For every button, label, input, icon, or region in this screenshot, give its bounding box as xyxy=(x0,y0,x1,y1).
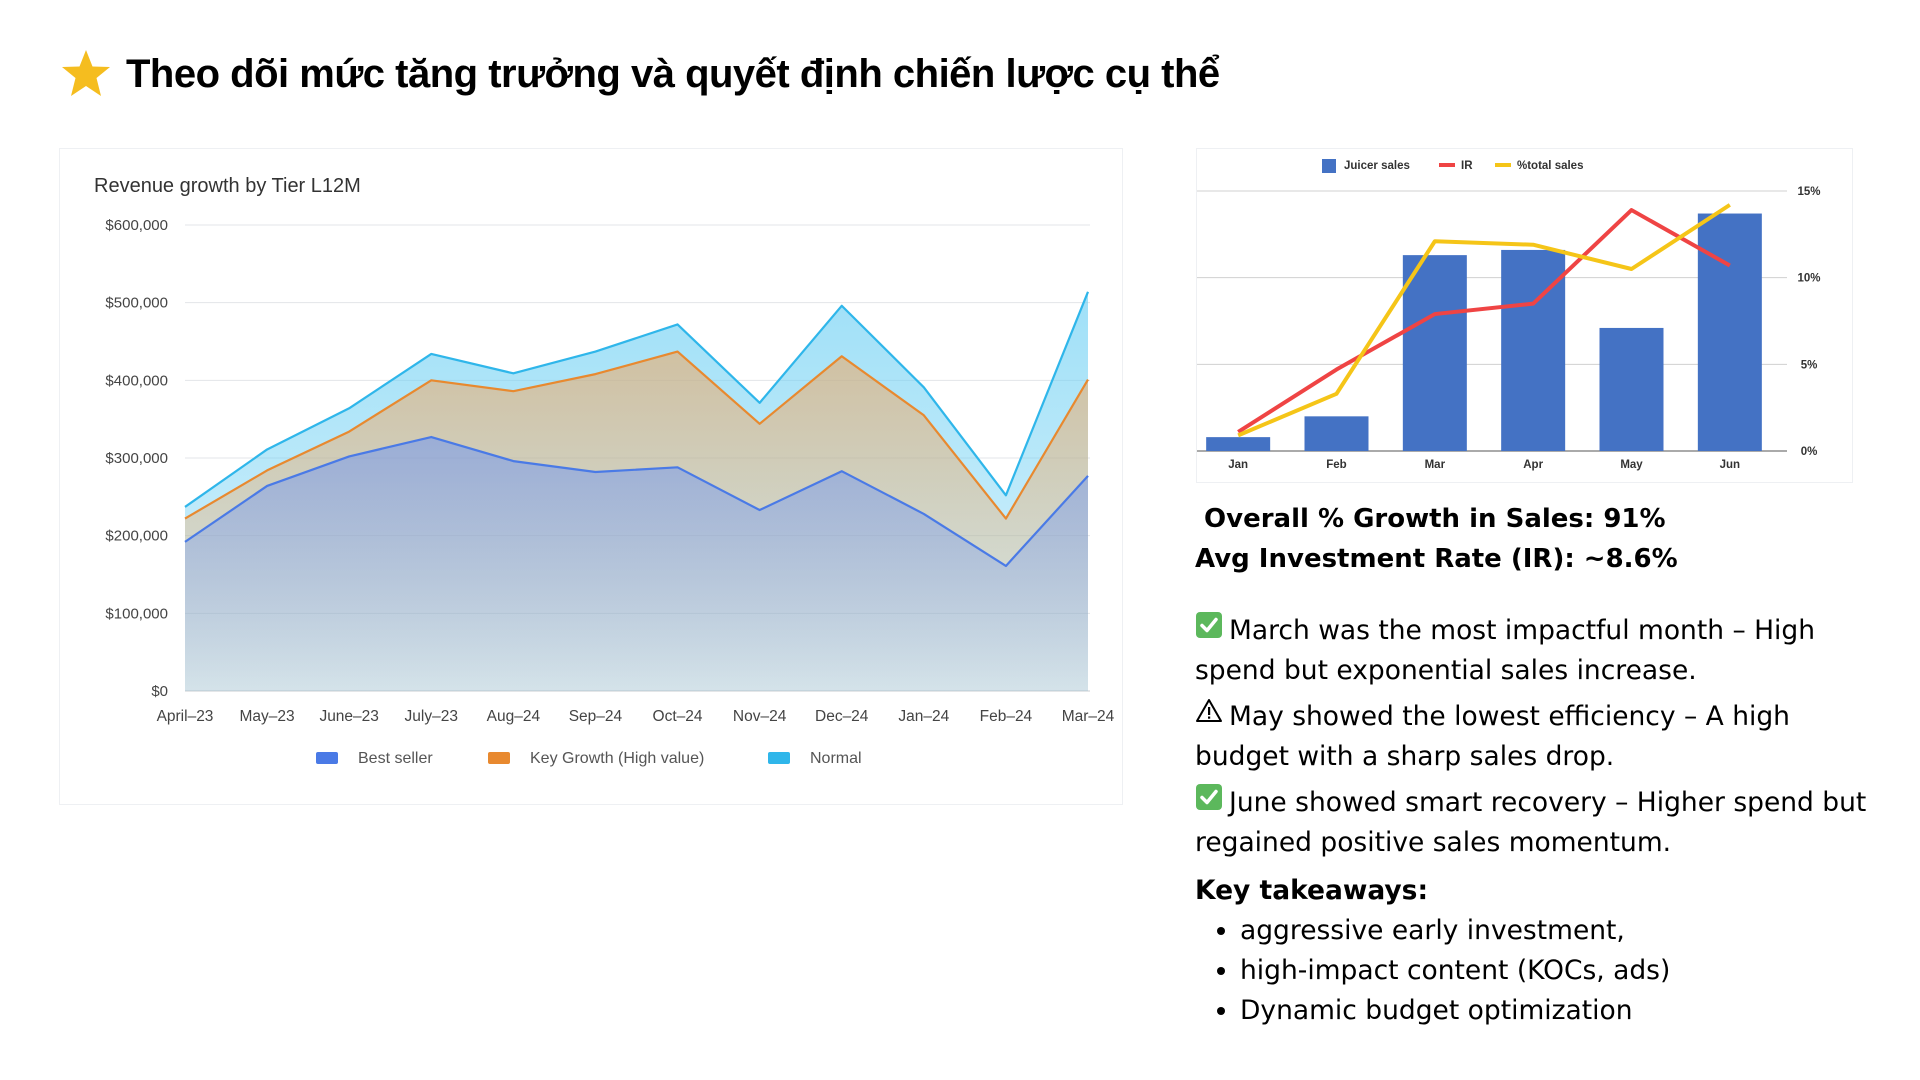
insight-item: June showed smart recovery – Higher spen… xyxy=(1195,777,1875,863)
warning-icon xyxy=(1196,699,1222,722)
series-line-1 xyxy=(184,350,1089,520)
legend-label: Best seller xyxy=(358,750,433,767)
insight-text: March was the most impactful month – Hig… xyxy=(1195,615,1816,686)
legend-swatch xyxy=(768,752,790,764)
x-tick-label: Dec–24 xyxy=(815,708,869,725)
legend-swatch xyxy=(1322,159,1336,173)
x-tick-label: April–23 xyxy=(157,708,214,725)
y-tick-label: $0 xyxy=(151,683,168,700)
legend-label: IR xyxy=(1461,160,1473,172)
star-icon xyxy=(62,50,110,96)
y2-tick-label: 10% xyxy=(1797,273,1820,285)
takeaways-list: aggressive early investment, high-impact… xyxy=(1195,911,1670,1031)
legend-swatch xyxy=(488,752,510,764)
line-1 xyxy=(1237,208,1731,434)
x-tick-label: Oct–24 xyxy=(653,708,703,725)
legend-swatch xyxy=(316,752,338,764)
x-tick-label: May–23 xyxy=(240,708,295,725)
stats-block: Overall % Growth in Sales: 91% Avg Inves… xyxy=(1195,499,1678,579)
takeaways-heading: Key takeaways: xyxy=(1195,875,1429,906)
legend-label: %total sales xyxy=(1517,160,1583,172)
line-2 xyxy=(1237,203,1731,438)
insights-list: March was the most impactful month – Hig… xyxy=(1195,605,1875,863)
insight-text: May showed the lowest efficiency – A hig… xyxy=(1195,701,1790,772)
chart-title: Revenue growth by Tier L12M xyxy=(94,175,361,197)
bar-juicer-sales xyxy=(1402,255,1467,451)
x-tick-label: Mar xyxy=(1425,459,1446,471)
y2-tick-label: 15% xyxy=(1797,186,1820,198)
y-tick-label: $200,000 xyxy=(105,528,168,545)
x-tick-label: Mar–24 xyxy=(1062,708,1115,725)
x-tick-label: Feb xyxy=(1326,459,1346,471)
series-line-2 xyxy=(184,291,1090,508)
juicer-combo-chart: 0% 5% 10% 15% Jan Feb Mar Apr May Jun Juicer sales… xyxy=(1197,159,1821,471)
x-tick-label: June–23 xyxy=(319,708,378,725)
x-tick-label: Sep–24 xyxy=(569,708,623,725)
legend-label: Key Growth (High value) xyxy=(530,750,704,767)
takeaway-item: high-impact content (KOCs, ads) xyxy=(1240,951,1670,991)
x-tick-label: Feb–24 xyxy=(980,708,1033,725)
bar-juicer-sales xyxy=(1599,327,1664,451)
x-tick-label: Apr xyxy=(1523,459,1543,471)
insight-item: May showed the lowest efficiency – A hig… xyxy=(1195,691,1875,777)
y-tick-label: $300,000 xyxy=(105,450,168,467)
legend-label: Normal xyxy=(810,750,862,767)
x-tick-label: May xyxy=(1620,459,1643,471)
y-tick-label: $500,000 xyxy=(105,295,168,312)
bar-juicer-sales xyxy=(1304,416,1369,451)
x-tick-label: Jun xyxy=(1720,459,1740,471)
x-tick-label: Nov–24 xyxy=(733,708,787,725)
check-mark-icon xyxy=(1196,612,1222,638)
check-mark-icon xyxy=(1196,784,1222,810)
y-tick-label: $400,000 xyxy=(105,372,168,389)
takeaways-block: Key takeaways: aggressive early investme… xyxy=(1195,871,1670,1031)
insight-text: June showed smart recovery – Higher spen… xyxy=(1195,787,1867,858)
x-tick-label: Jan–24 xyxy=(898,708,949,725)
x-tick-label: Jan xyxy=(1228,459,1248,471)
x-tick-label: Aug–24 xyxy=(487,708,541,725)
y2-tick-label: 5% xyxy=(1801,359,1818,371)
takeaway-item: Dynamic budget optimization xyxy=(1240,991,1670,1031)
area-fill-0 xyxy=(185,437,1088,691)
y2-tick-label: 0% xyxy=(1801,446,1818,458)
title-row: Theo dõi mức tăng trưởng và quyết định c… xyxy=(60,48,1220,100)
y-tick-label: $100,000 xyxy=(105,605,168,622)
revenue-chart-panel: Revenue growth by Tier L12M $0 $100,000 $20… xyxy=(60,149,1122,804)
takeaway-item: aggressive early investment, xyxy=(1240,911,1670,951)
bar-juicer-sales xyxy=(1206,437,1271,451)
overall-growth-text: Overall % Growth in Sales: 91% xyxy=(1195,504,1666,534)
page-title: Theo dõi mức tăng trưởng và quyết định c… xyxy=(126,51,1220,96)
bar-juicer-sales xyxy=(1697,213,1762,451)
insight-item: March was the most impactful month – Hig… xyxy=(1195,605,1875,691)
avg-ir-text: Avg Investment Rate (IR): ~8.6% xyxy=(1195,544,1678,574)
y-tick-label: $600,000 xyxy=(105,217,168,234)
series-line-0 xyxy=(184,435,1089,568)
juicer-chart-panel: 0% 5% 10% 15% Jan Feb Mar Apr May Jun Juicer sales… xyxy=(1197,149,1852,482)
legend-label: Juicer sales xyxy=(1344,160,1410,172)
x-tick-label: July–23 xyxy=(405,708,458,725)
revenue-area-chart: Revenue growth by Tier L12M $0 $100,000 $20… xyxy=(94,175,1115,767)
